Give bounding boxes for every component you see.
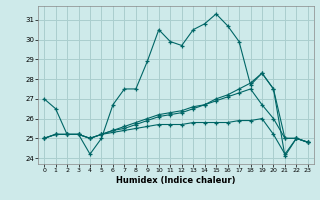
X-axis label: Humidex (Indice chaleur): Humidex (Indice chaleur) [116, 176, 236, 185]
